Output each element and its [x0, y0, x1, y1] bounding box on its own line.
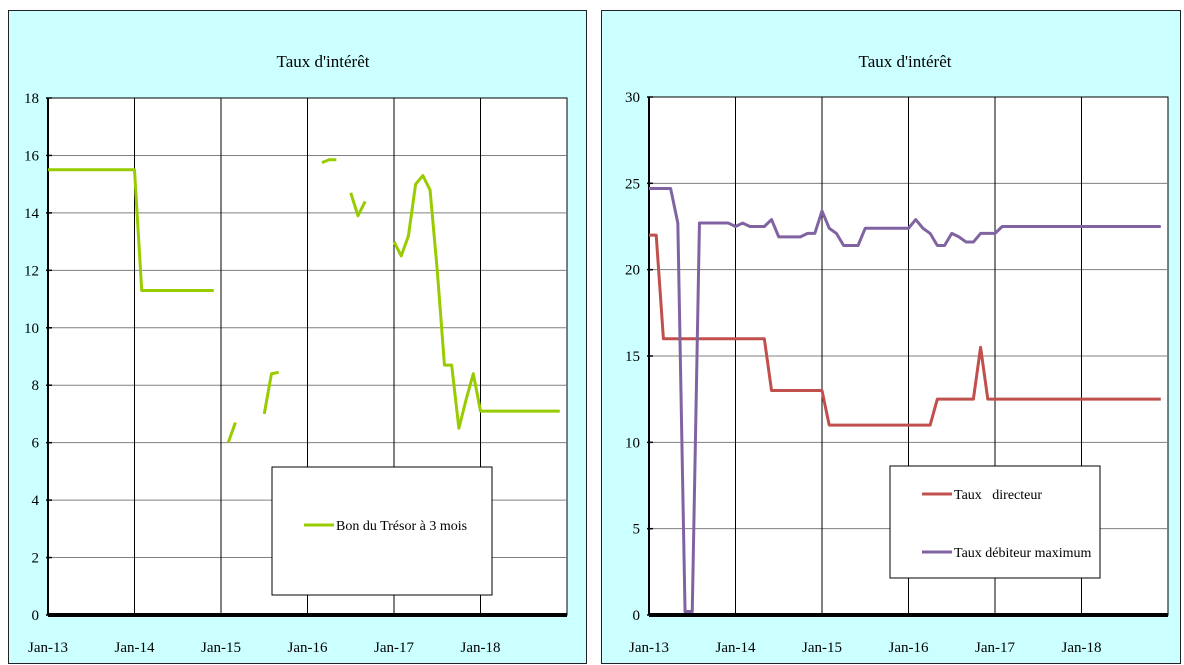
- x-tick-label: Jan-16: [889, 640, 929, 656]
- x-tick-label: Jan-15: [802, 640, 842, 656]
- y-tick-label: 8: [32, 378, 40, 394]
- x-tick-label: Jan-15: [201, 640, 241, 656]
- y-tick-label: 20: [625, 263, 640, 279]
- y-tick-label: 25: [625, 176, 640, 192]
- x-tick-label: Jan-17: [374, 640, 414, 656]
- series-line-1-segment-0: [649, 187, 1161, 614]
- y-tick-label: 10: [625, 435, 640, 451]
- legend-label: Bon du Trésor à 3 mois: [336, 519, 467, 534]
- x-tick-label: Jan-14: [716, 640, 756, 656]
- series-line-0-segment-0: [649, 233, 1161, 427]
- x-tick-label: Jan-13: [28, 640, 68, 656]
- chart-panel-left: Taux d'intérêt 0 2 4 6 8 10 12 14 16 18 Jan-13 Jan-…: [8, 10, 587, 664]
- legend-label: Taux directeur: [954, 488, 1042, 503]
- y-tick-label: 15: [625, 349, 640, 365]
- x-tick-label: Jan-17: [975, 640, 1015, 656]
- x-tick-label: Jan-13: [629, 640, 669, 656]
- series-line-0-segment-4: [349, 192, 367, 218]
- chart-right-svg: Taux d'intérêt 0 5 10 15 20 25 30 Jan-13 Jan-14 J…: [625, 52, 1169, 656]
- chart-left-svg: Taux d'intérêt 0 2 4 6 8 10 12 14 16 18 Jan-13 Jan-…: [24, 52, 568, 656]
- y-tick-label: 0: [32, 608, 40, 624]
- chart-title: Taux d'intérêt: [277, 52, 370, 71]
- x-tick-label: Jan-18: [1062, 640, 1102, 656]
- chart-title: Taux d'intérêt: [859, 52, 952, 71]
- legend-box: [271, 466, 493, 596]
- x-tick-label: Jan-14: [115, 640, 155, 656]
- legend-box: [889, 465, 1101, 579]
- y-tick-label: 4: [32, 493, 40, 509]
- series-line-0-segment-1: [226, 422, 237, 444]
- y-tick-label: 10: [24, 321, 39, 337]
- series-line-0-segment-2: [262, 370, 279, 415]
- series-line-0-segment-0: [48, 168, 214, 292]
- x-tick-label: Jan-16: [288, 640, 328, 656]
- series-line-0-segment-5: [392, 174, 560, 430]
- chart-panel-right: Taux d'intérêt 0 5 10 15 20 25 30 Jan-13 Jan-14 J…: [601, 10, 1181, 664]
- y-tick-label: 0: [633, 608, 641, 624]
- y-tick-label: 14: [24, 206, 40, 222]
- y-tick-label: 16: [24, 148, 40, 164]
- y-tick-label: 30: [625, 90, 640, 106]
- y-tick-label: 2: [32, 551, 40, 567]
- legend-label: Taux débiteur maximum: [954, 546, 1092, 561]
- y-tick-label: 18: [24, 91, 39, 107]
- x-tick-label: Jan-18: [461, 640, 501, 656]
- y-tick-label: 6: [32, 436, 40, 452]
- series-line-0-segment-3: [321, 158, 337, 165]
- y-tick-label: 5: [633, 522, 641, 538]
- y-tick-label: 12: [24, 263, 39, 279]
- top-strip: [0, 0, 1184, 8]
